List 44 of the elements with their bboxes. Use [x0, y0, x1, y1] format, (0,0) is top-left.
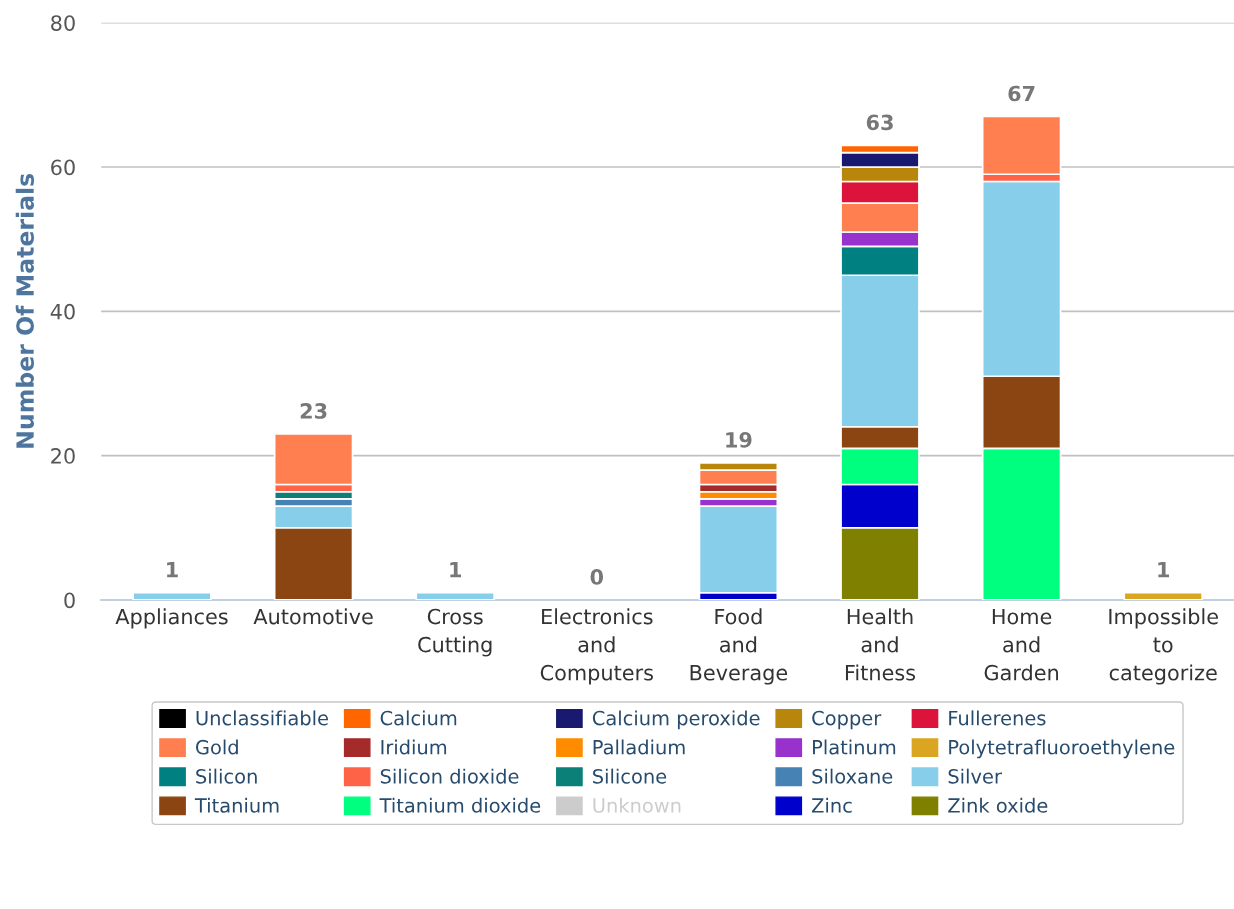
total-label: 23 — [300, 403, 327, 419]
legend-label: Titanium dioxide — [379, 797, 541, 813]
total-label: 67 — [1008, 85, 1035, 102]
x-tick-label: Electronics and Computers — [540, 608, 653, 685]
legend-label: Zinc — [811, 797, 852, 813]
legend-label: Platinum — [813, 739, 896, 755]
legend-label: Calcium — [380, 710, 457, 726]
total-label: 1 — [167, 562, 178, 578]
text: 0 — [590, 569, 604, 585]
legend-label: Silver — [948, 768, 1002, 784]
x-tick-label: Health and Fitness — [845, 608, 916, 681]
total-label: 1 — [450, 562, 462, 578]
total-label: 63 — [866, 114, 893, 131]
legend-label: Iridium — [381, 739, 447, 755]
x-tick-label: Food and Beverage — [690, 608, 788, 685]
legend-label: Silicon — [196, 768, 257, 784]
y-axis-title: Number Of Materials — [15, 173, 34, 448]
y-tick-label: 60 — [51, 159, 75, 176]
x-tick-label: Automotive — [253, 608, 373, 625]
legend-label: Silicon dioxide — [380, 768, 519, 784]
bar — [132, 591, 212, 600]
x-tick-label: Impossible to categorize — [1109, 608, 1218, 685]
legend-label: Calcium peroxide — [592, 710, 760, 730]
legend-label: Zink oxide — [948, 797, 1048, 813]
total-label: 19 — [726, 431, 752, 448]
legend-label: Titanium — [194, 797, 279, 813]
bar — [415, 591, 495, 600]
legend-label: Fullerenes — [949, 710, 1046, 726]
y-tick-label: 40 — [50, 303, 75, 320]
x-tick-label: Home and Garden — [984, 608, 1059, 681]
bar — [1123, 591, 1203, 600]
y-tick-label: 80 — [51, 15, 75, 31]
legend-label: Copper — [812, 710, 882, 730]
y-tick-label: 0 — [64, 592, 75, 609]
x-tick-label: Cross Cutting — [418, 608, 492, 657]
y-tick-label: 20 — [51, 448, 75, 464]
legend-label: Gold — [196, 739, 238, 755]
x-tick-label: Appliances — [115, 608, 228, 629]
legend-label: Siloxane — [812, 768, 893, 784]
legend-label: Unclassifiable — [196, 710, 328, 726]
total-label: 1 — [1158, 562, 1170, 578]
legend-label: Palladium — [593, 739, 685, 755]
legend-label: Polytetrafluoroethylene — [949, 739, 1175, 759]
legend-label: Silicone — [593, 768, 667, 784]
